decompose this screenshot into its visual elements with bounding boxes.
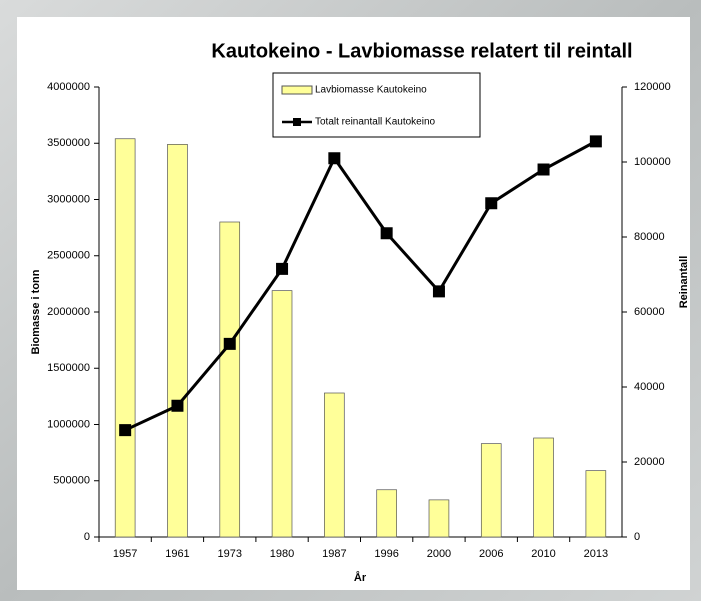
y2-tick-label: 60000: [634, 306, 665, 318]
marker: [171, 399, 184, 412]
marker: [276, 262, 289, 275]
marker: [485, 197, 498, 210]
y-tick-label: 1000000: [47, 418, 90, 430]
y-tick-label: 3000000: [47, 193, 90, 205]
x-tick-label: 1996: [374, 548, 398, 560]
y2-tick-label: 80000: [634, 231, 665, 243]
bar: [533, 437, 554, 538]
y-tick-label: 3500000: [47, 137, 90, 149]
bar: [428, 499, 450, 538]
x-tick-label: 1980: [270, 548, 294, 560]
y-tick-label: 500000: [53, 475, 90, 487]
x-tick-label: 1957: [113, 548, 137, 560]
x-tick-label: 2010: [531, 548, 555, 560]
bar: [324, 392, 345, 538]
y2-tick-label: 20000: [634, 456, 665, 468]
bar: [271, 290, 293, 538]
y-tick-label: 2000000: [47, 306, 90, 318]
legend: [272, 72, 481, 138]
y-tick-label: 0: [84, 531, 90, 543]
x-tick-label: 1987: [322, 548, 346, 560]
x-tick-label: 2006: [479, 548, 503, 560]
legend-marker: [293, 118, 301, 126]
y-tick-label: 1500000: [47, 362, 90, 374]
marker: [537, 163, 550, 176]
marker: [432, 285, 445, 298]
legend-label: Lavbiomasse Kautokeino: [315, 85, 427, 96]
bar: [219, 221, 241, 538]
y-tick-label: 2500000: [47, 250, 90, 262]
y2-tick-label: 100000: [634, 156, 671, 168]
line: [124, 140, 597, 432]
y2-tick-label: 40000: [634, 381, 665, 393]
y-tick-label: 4000000: [47, 81, 90, 93]
legend-label: Totalt reinantall Kautokeino: [315, 117, 436, 128]
y2-tick-label: 0: [634, 531, 640, 543]
bar: [585, 470, 607, 538]
y2-axis-label: Reinantall: [678, 256, 690, 309]
x-tick-label: 2000: [427, 548, 451, 560]
marker: [119, 424, 132, 437]
x-tick-label: 1961: [165, 548, 189, 560]
x-axis-label: År: [354, 571, 367, 584]
marker: [380, 227, 393, 240]
legend-swatch: [281, 85, 313, 95]
marker: [223, 337, 236, 350]
x-tick-label: 2013: [584, 548, 608, 560]
chart-title: Kautokeino - Lavbiomasse relatert til re…: [211, 40, 632, 62]
bar: [114, 138, 136, 538]
y-axis-label: Biomasse i tonn: [30, 269, 42, 354]
marker: [328, 152, 341, 165]
y2-tick-label: 120000: [634, 81, 671, 93]
bar: [376, 489, 397, 538]
bar: [480, 443, 502, 538]
marker: [589, 135, 602, 148]
x-tick-label: 1973: [218, 548, 242, 560]
bar: [167, 144, 188, 538]
